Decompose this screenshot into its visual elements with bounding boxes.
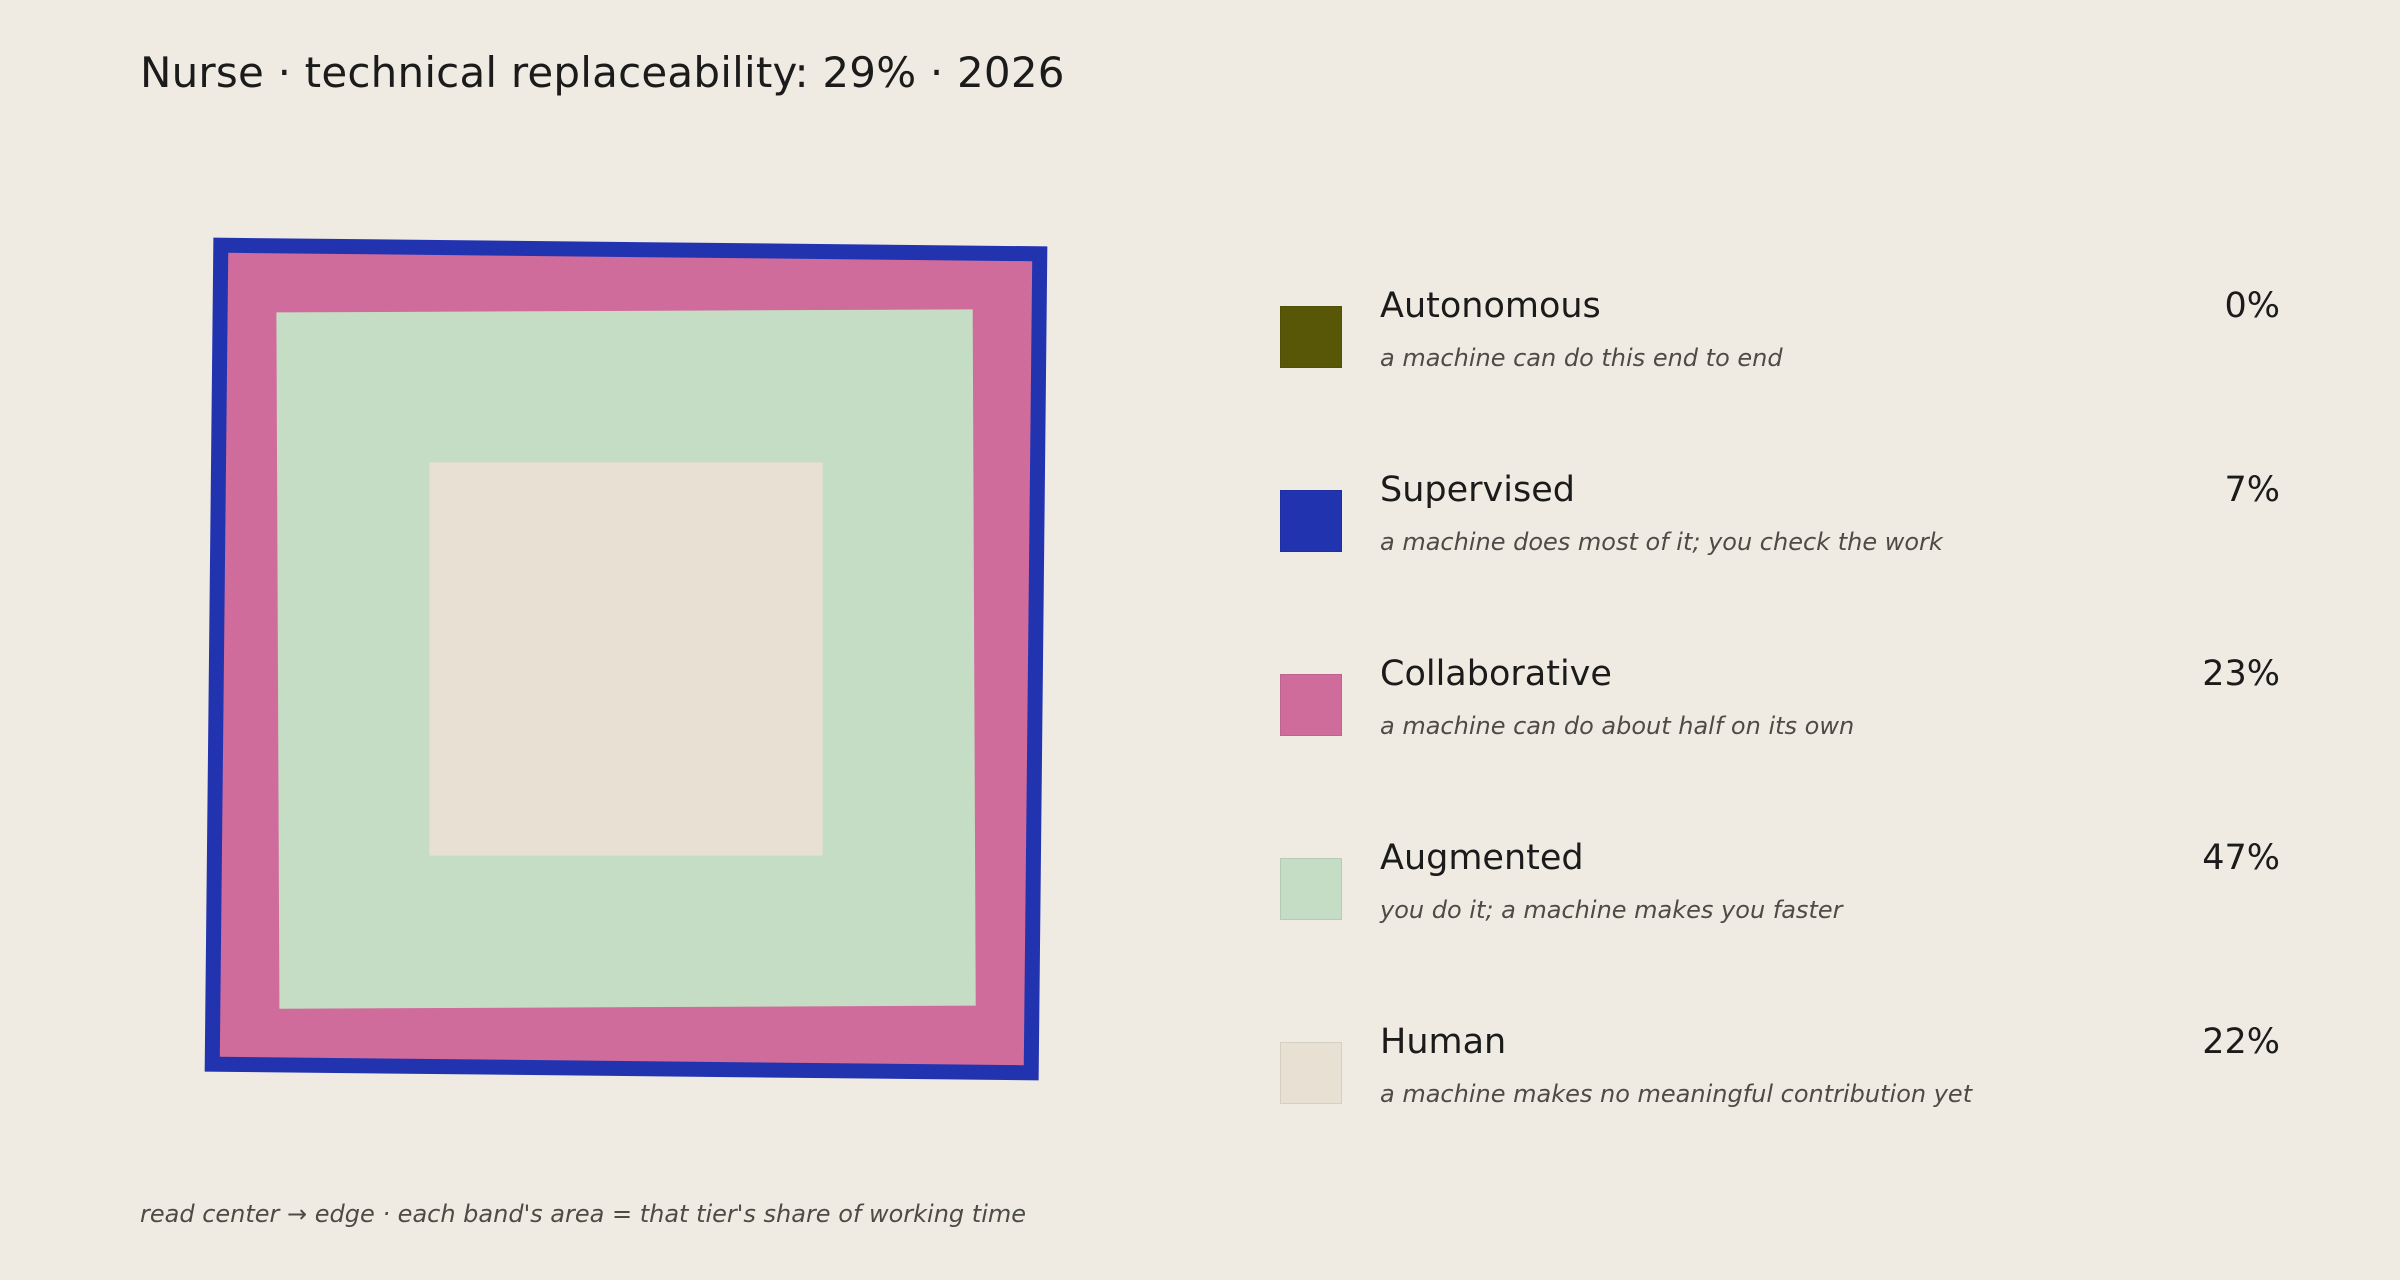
legend-value-collaborative: 23%	[2202, 654, 2280, 694]
legend-label-autonomous: Autonomous	[1380, 286, 1601, 326]
legend-item-supervised: Supervised a machine does most of it; yo…	[1280, 464, 2280, 584]
legend-item-collaborative: Collaborative a machine can do about hal…	[1280, 648, 2280, 768]
legend-description-human: a machine makes no meaningful contributi…	[1380, 1080, 1973, 1108]
legend-swatch-autonomous	[1280, 306, 1342, 368]
legend-description-augmented: you do it; a machine makes you faster	[1380, 896, 1843, 924]
legend-swatch-augmented	[1280, 858, 1342, 920]
legend-value-augmented: 47%	[2202, 838, 2280, 878]
legend-label-augmented: Augmented	[1380, 838, 1584, 878]
legend-label-human: Human	[1380, 1022, 1507, 1062]
tier-bands	[204, 237, 1048, 1081]
legend-item-augmented: Augmented you do it; a machine makes you…	[1280, 832, 2280, 952]
legend-swatch-collaborative	[1280, 674, 1342, 736]
legend-value-human: 22%	[2202, 1022, 2280, 1062]
legend-value-autonomous: 0%	[2224, 286, 2280, 326]
legend-description-supervised: a machine does most of it; you check the…	[1380, 528, 1943, 556]
chart-title: Nurse · technical replaceability: 29% · …	[140, 48, 1065, 97]
legend-item-human: Human a machine makes no meaningful cont…	[1280, 1016, 2280, 1136]
band-human	[429, 462, 823, 856]
legend-label-collaborative: Collaborative	[1380, 654, 1612, 694]
chart-footnote: read center → edge · each band's area = …	[140, 1200, 1027, 1228]
legend-value-supervised: 7%	[2224, 470, 2280, 510]
legend-label-supervised: Supervised	[1380, 470, 1575, 510]
legend-description-collaborative: a machine can do about half on its own	[1380, 712, 1855, 740]
legend-description-autonomous: a machine can do this end to end	[1380, 344, 1783, 372]
nested-squares-chart	[204, 237, 1048, 1081]
legend-swatch-supervised	[1280, 490, 1342, 552]
legend-swatch-human	[1280, 1042, 1342, 1104]
legend-item-autonomous: Autonomous a machine can do this end to …	[1280, 280, 2280, 400]
